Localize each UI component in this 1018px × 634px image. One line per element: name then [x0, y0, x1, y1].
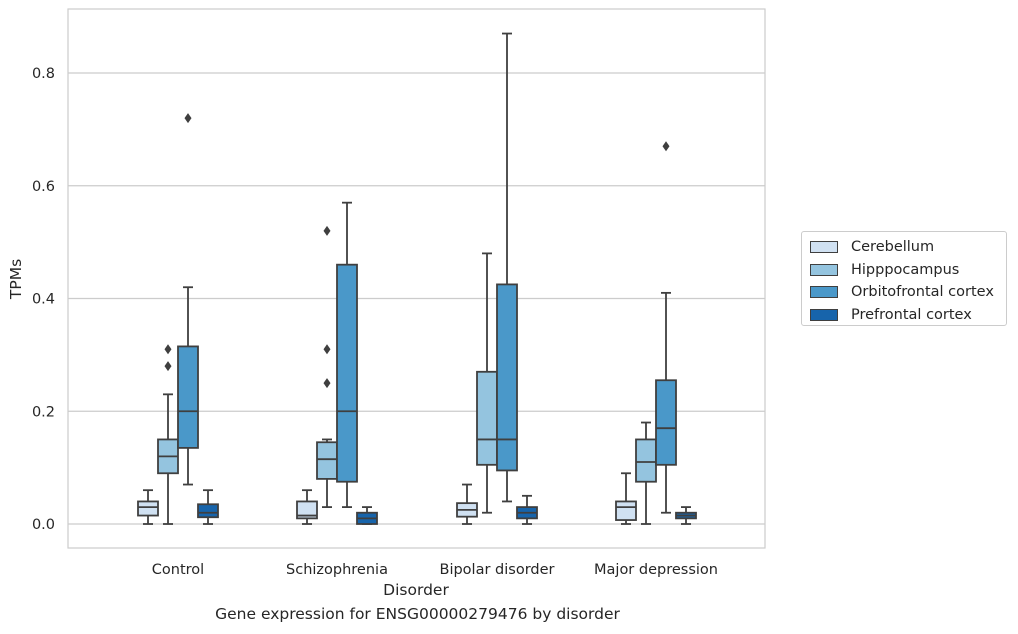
box-body	[336, 263, 358, 483]
box-cerebellum	[296, 489, 318, 525]
box-plot-series	[137, 32, 697, 525]
legend-label: Cerebellum	[851, 239, 935, 256]
box-cerebellum	[456, 483, 478, 525]
plot-frame	[67, 8, 766, 549]
box-body	[496, 283, 518, 472]
legend-item: Hipppocampus	[810, 259, 1006, 282]
y-tick-label: 0.8	[32, 66, 55, 82]
outlier-point	[323, 225, 331, 236]
outlier-point	[323, 378, 331, 389]
x-tick-label: Major depression	[594, 562, 718, 578]
box-prefrontal-cortex	[516, 494, 538, 525]
legend-swatch	[810, 263, 838, 276]
chart-title: Gene expression for ENSG00000279476 by d…	[215, 605, 620, 623]
x-tick-labels: Control Schizophrenia Bipolar disorder Majo…	[152, 562, 718, 578]
box-prefrontal-cortex	[675, 506, 697, 525]
y-tick-labels: 0.0 0.2 0.4 0.6 0.8	[32, 66, 55, 533]
box-body	[137, 500, 159, 517]
y-axis-label: TPMs	[7, 259, 25, 300]
legend-item: Cerebellum	[810, 236, 1006, 259]
outlier-point	[164, 361, 172, 372]
legend-swatch	[810, 241, 838, 254]
legend-label: Orbitofrontal cortex	[851, 284, 994, 301]
legend-swatch	[810, 286, 838, 299]
box-cerebellum	[615, 472, 637, 525]
box-body	[476, 370, 498, 466]
x-tick-label: Control	[152, 562, 204, 578]
legend-item: Prefrontal cortex	[810, 304, 1006, 327]
outlier-point	[662, 141, 670, 152]
box-hipppocampus	[476, 252, 498, 514]
box-body	[197, 503, 219, 519]
y-tick-label: 0.6	[32, 179, 55, 195]
box-hipppocampus	[635, 421, 657, 525]
legend: Cerebellum Hipppocampus Orbitofrontal cort…	[801, 231, 1007, 326]
outlier-point	[323, 344, 331, 355]
y-tick-label: 0.0	[32, 517, 55, 533]
outlier-point	[184, 113, 192, 124]
box-orbitofrontal-cortex	[177, 113, 199, 486]
x-tick-label: Schizophrenia	[286, 562, 388, 578]
box-orbitofrontal-cortex	[336, 201, 358, 508]
box-body	[635, 438, 657, 483]
x-axis-label: Disorder	[383, 581, 449, 599]
box-hipppocampus	[157, 344, 179, 525]
box-cerebellum	[137, 489, 159, 525]
box-orbitofrontal-cortex	[655, 141, 677, 514]
box-body	[177, 345, 199, 449]
box-body	[615, 500, 637, 521]
y-tick-label: 0.2	[32, 404, 55, 420]
legend-label: Hipppocampus	[851, 261, 960, 278]
box-hipppocampus	[316, 225, 338, 508]
y-tick-label: 0.4	[32, 292, 55, 308]
box-prefrontal-cortex	[197, 489, 219, 525]
box-orbitofrontal-cortex	[496, 32, 518, 503]
legend-item: Orbitofrontal cortex	[810, 281, 1006, 304]
box-body	[655, 379, 677, 466]
box-prefrontal-cortex	[356, 506, 378, 525]
x-tick-label: Bipolar disorder	[440, 562, 555, 578]
outlier-point	[164, 344, 172, 355]
box-body	[296, 500, 318, 520]
legend-label: Prefrontal cortex	[851, 306, 972, 323]
box-body	[316, 441, 338, 480]
legend-swatch	[810, 308, 838, 321]
